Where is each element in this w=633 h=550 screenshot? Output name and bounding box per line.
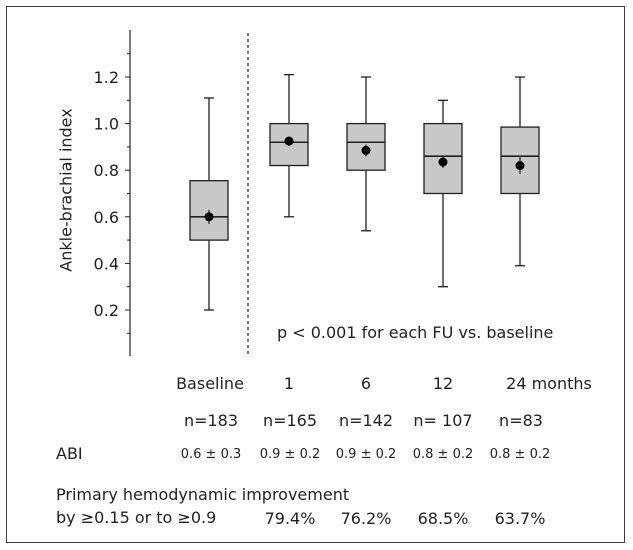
figure-frame [6,6,625,543]
improvement-label-line2: by ≥0.15 or to ≥0.9 [56,508,217,527]
abi-row-label: ABI [56,444,83,463]
mean-marker [204,212,214,222]
improvement-label-line1: Primary hemodynamic improvement [56,485,350,504]
abi-value: 0.8 ± 0.2 [489,447,551,462]
y-tick-label: 0.8 [94,161,119,180]
abi-value: 0.8 ± 0.2 [412,447,474,462]
improvement-value: 68.5% [417,509,469,528]
y-axis-label: Ankle-brachial index [56,108,76,272]
improvement-value: 79.4% [264,509,316,528]
x-category-label: 1 [283,374,295,393]
abi-value: 0.9 ± 0.2 [335,447,397,462]
y-tick-label: 0.4 [94,254,119,273]
abi-value: 0.9 ± 0.2 [259,447,321,462]
x-category-label: 12 [432,374,454,393]
x-category-label: 6 [360,374,372,393]
n-value: n=165 [262,411,318,430]
mean-marker [284,136,294,146]
mean-marker [515,161,525,171]
x-category-label: Baseline [176,374,244,393]
abi-value: 0.6 ± 0.3 [180,447,242,462]
y-tick-label: 1.2 [94,68,119,87]
y-tick-label: 1.0 [94,115,119,134]
x-category-label: 24 months [506,374,592,393]
n-value: n=183 [183,411,239,430]
y-tick-label: 0.2 [94,301,119,320]
n-value: n= 107 [413,411,473,430]
mean-marker [361,145,371,155]
improvement-value: 76.2% [340,509,392,528]
significance-annotation: p < 0.001 for each FU vs. baseline [277,323,554,342]
n-value: n=83 [499,411,543,430]
n-value: n=142 [338,411,394,430]
y-tick-label: 0.6 [94,208,119,227]
improvement-value: 63.7% [494,509,546,528]
mean-marker [438,157,448,167]
box-iqr [500,126,540,195]
